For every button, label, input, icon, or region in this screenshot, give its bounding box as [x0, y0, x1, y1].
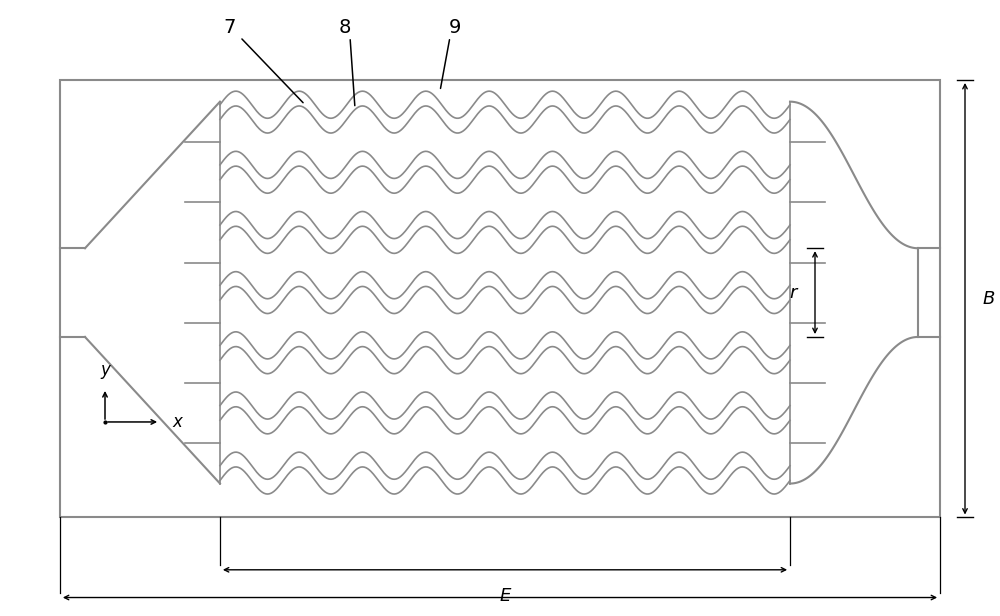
Text: x: x	[172, 413, 182, 431]
Text: 8: 8	[339, 18, 351, 37]
Text: 9: 9	[449, 18, 461, 37]
Text: A: A	[494, 615, 506, 616]
Text: y: y	[100, 361, 110, 379]
Text: B: B	[983, 290, 995, 308]
Text: r: r	[789, 283, 797, 302]
Text: E: E	[499, 587, 511, 605]
Text: 7: 7	[224, 18, 236, 37]
